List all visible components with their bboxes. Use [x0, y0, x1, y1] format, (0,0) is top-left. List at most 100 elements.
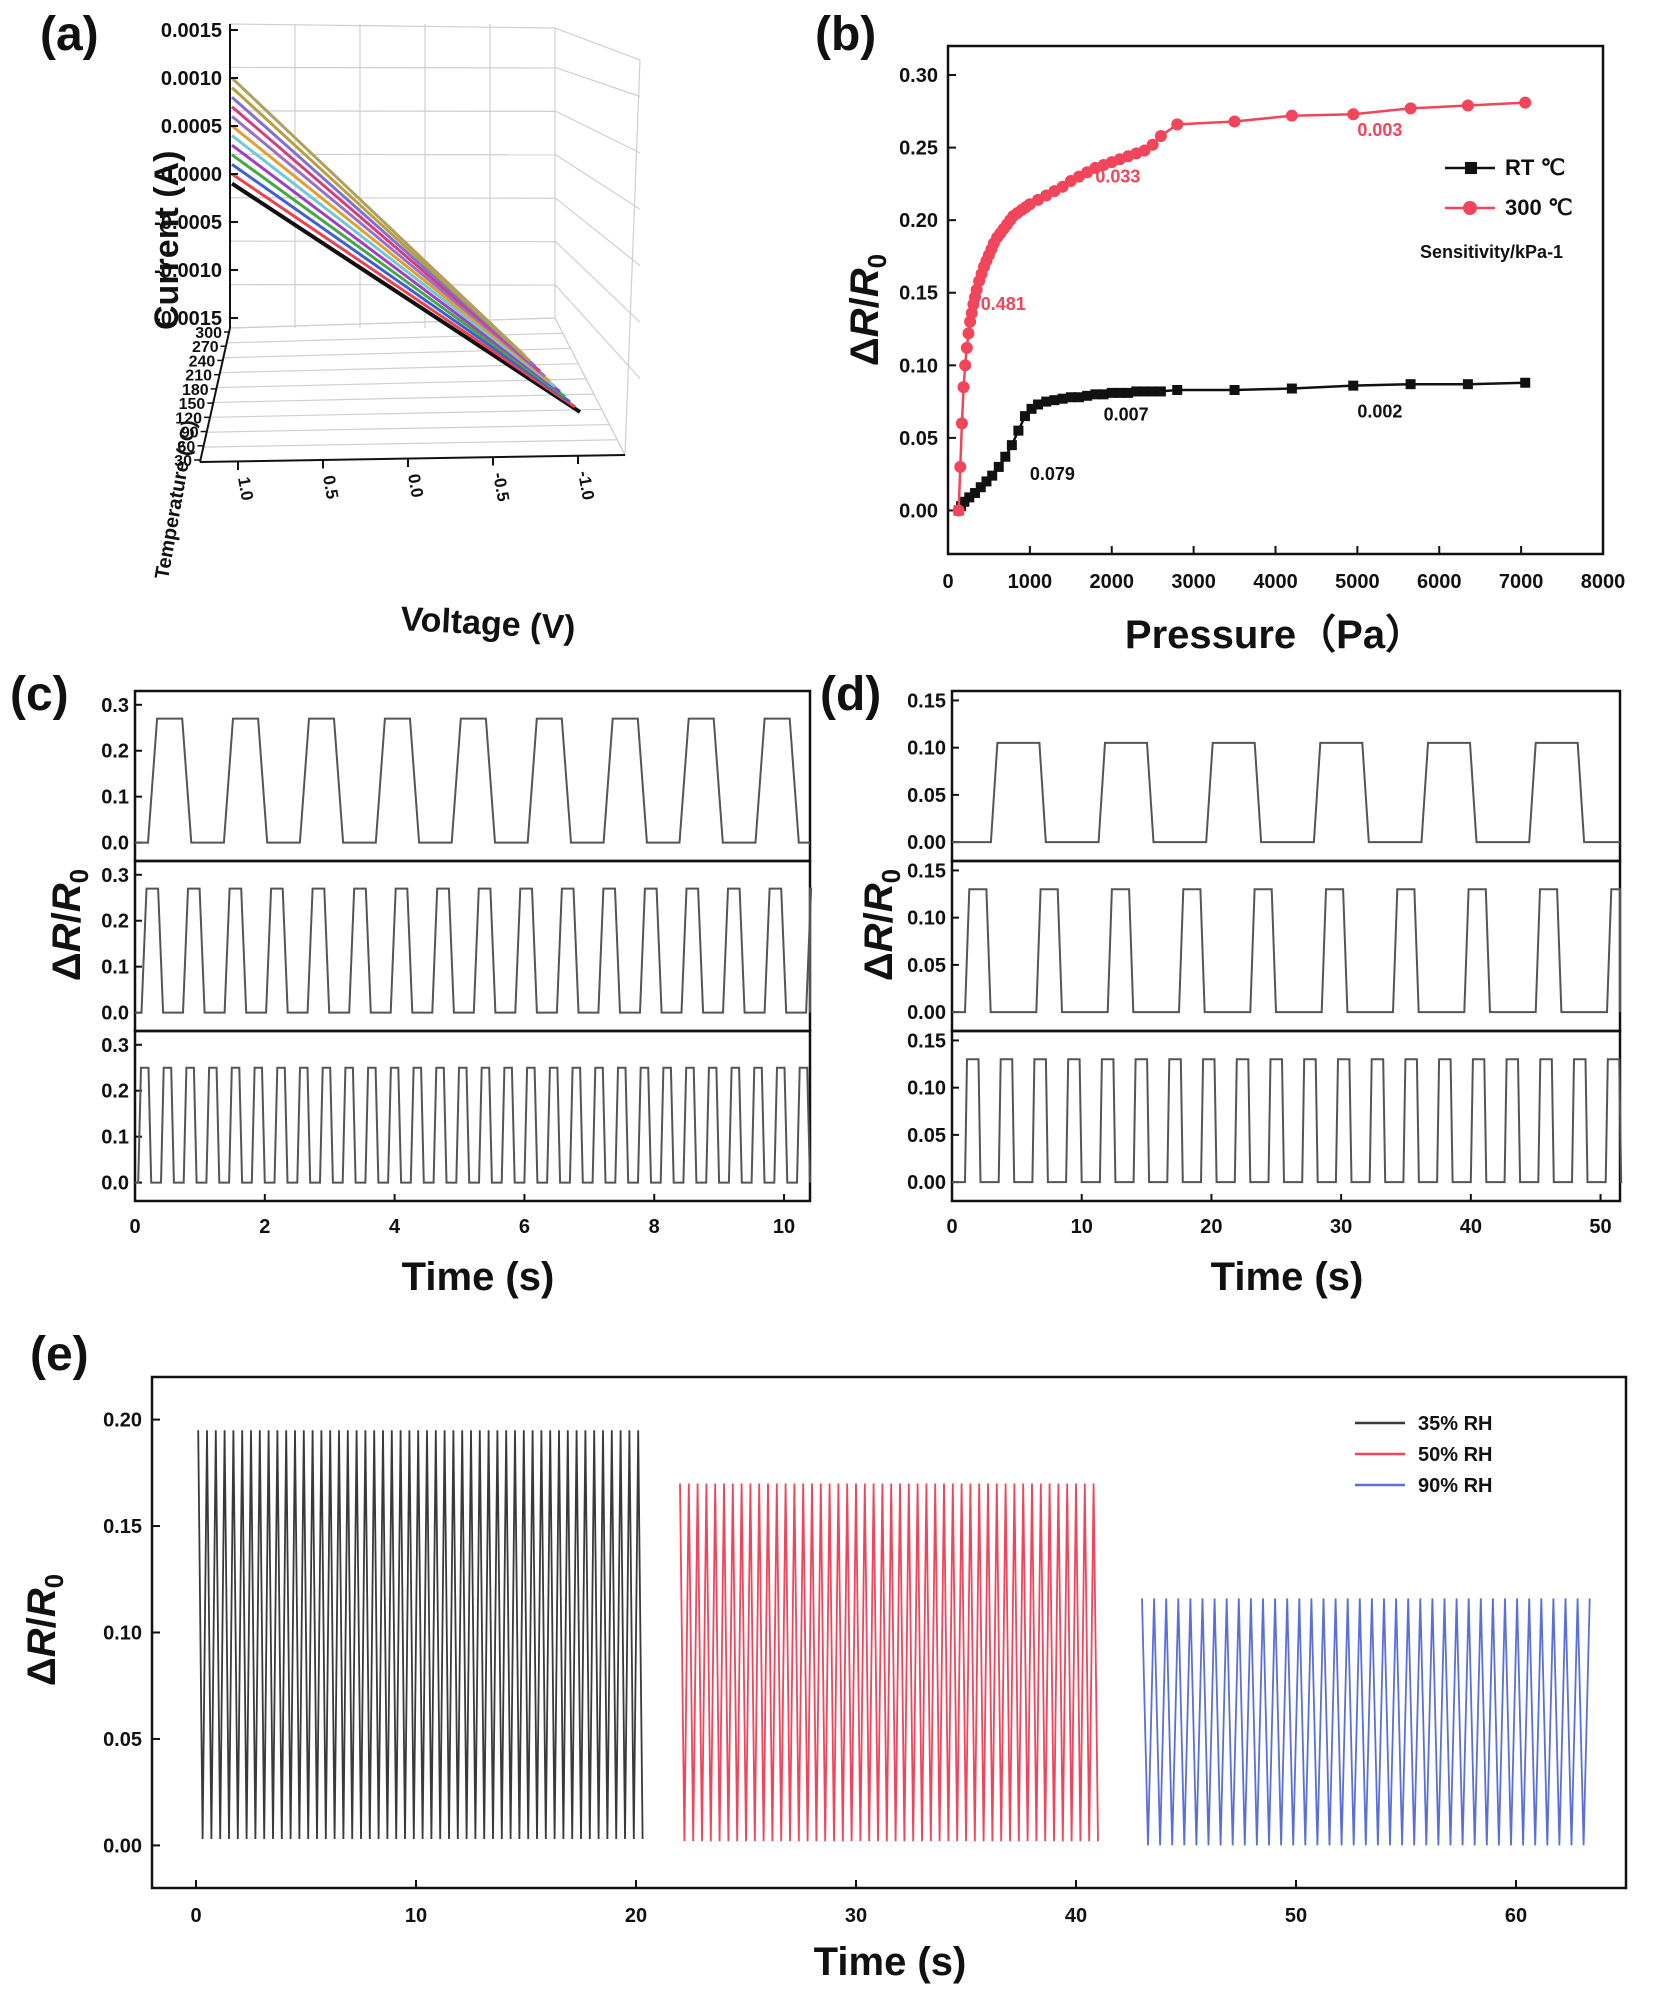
panel-e-y-tick-label: 0.15: [103, 1516, 142, 1538]
panel-a-iv-line: [231, 134, 556, 388]
panel-a-z-axis: [199, 327, 231, 463]
panel-b-rt-point: [1033, 399, 1044, 410]
panel-c-waveform: [135, 1066, 811, 1184]
panel-b-300c-point: [952, 504, 965, 517]
panel-c-subplot-frame: [133, 859, 812, 1033]
panel-b-label: (b): [815, 8, 876, 61]
panel-e-y-tick-label: 0.20: [103, 1410, 142, 1432]
panel-b-sensitivity-label: 0.481: [981, 294, 1026, 314]
panel-b-rt-point: [1074, 392, 1084, 403]
panel-b-y-tick-label: 0.25: [899, 138, 938, 160]
panel-a-gridline: [213, 393, 594, 404]
panel-c-subplot-frame: [133, 1029, 812, 1203]
panel-d-x-tick-label: 30: [1330, 1216, 1352, 1238]
panel-d-y-tick-label: 0.15: [907, 860, 946, 882]
panel-b-300c-point: [1347, 108, 1360, 121]
panel-d-subplot-frame: [950, 689, 1622, 863]
panel-b-sensitivity-label: 0.033: [1095, 166, 1140, 186]
panel-d-y-tick-label: 0.10: [907, 1078, 946, 1100]
panel-b-y-tick-label: 0.10: [899, 355, 938, 377]
panel-c-y-tick-label: 0.1: [101, 957, 129, 979]
panel-b-rt-point: [1006, 440, 1017, 451]
panel-e-x-tick-label: 50: [1285, 1905, 1307, 1927]
panel-a-gridline: [554, 284, 641, 379]
panel-b-300c-point: [1404, 102, 1417, 115]
panel-b-rt-point: [1172, 384, 1183, 395]
panel-b-rt-point: [981, 476, 992, 487]
panel-b-sensitivity-label: 0.003: [1357, 120, 1402, 140]
panel-d-x-tick-label: 20: [1200, 1216, 1222, 1238]
panel-b-x-tick-label: 8000: [1581, 571, 1626, 593]
panel-c-x-tick-label: 10: [773, 1216, 795, 1238]
panel-a-y-tick-label: 0.0005: [161, 116, 222, 138]
panel-a-x-tick-label: 0.0: [404, 472, 427, 499]
panel-b-rt-point: [1019, 411, 1030, 422]
panel-d-y-tick-label: 0.05: [907, 785, 946, 807]
panel-b-rt-point: [1049, 395, 1060, 406]
panel-b-rt-point: [1348, 380, 1359, 391]
panel-b-rt-point: [1057, 393, 1068, 404]
panel-a-gridline: [554, 66, 641, 97]
panel-a-gridline: [206, 423, 610, 433]
panel-b-rt-point: [1286, 383, 1297, 394]
panel-e-humidity-plot: (e) 0 10 20 30 40 50 60 0.00 0.05 0.10 0.15 0.20 35…: [20, 1328, 1628, 1984]
panel-a-iv-lines: [230, 76, 582, 414]
panel-e-legend-entry: 35% RH: [1418, 1413, 1492, 1435]
panel-b-300c-point: [1154, 129, 1167, 142]
panel-a-x-axis: [199, 454, 626, 463]
panel-d-waveform: [952, 741, 1620, 844]
panel-d-y-tick-label: 0.10: [907, 738, 946, 760]
panel-b-rt-point: [1147, 386, 1158, 397]
panel-a-iv-line: [231, 105, 541, 373]
panel-d-y-tick-label: 0.15: [907, 690, 946, 712]
panel-b-legend-marker: [1463, 201, 1477, 215]
panel-a-y-tick-label: 0.0015: [161, 20, 222, 42]
panel-a-gridline: [229, 197, 556, 199]
panel-a-iv-line: [230, 76, 527, 358]
panel-b-legend-title: Sensitivity/kPa-1: [1420, 242, 1563, 262]
panel-b-x-tick-label: 6000: [1417, 571, 1462, 593]
panel-b-y-tick-label: 0.05: [899, 428, 938, 450]
panel-b-legend-entry: 300 ℃: [1505, 195, 1573, 220]
panel-c-y-tick-label: 0.2: [101, 911, 129, 933]
panel-b-legend: Sensitivity/kPa-1 RT ℃ 300 ℃: [1420, 155, 1573, 262]
panel-e-legend-entry: 50% RH: [1418, 1444, 1492, 1466]
panel-d-subplot-frame: [950, 859, 1622, 1033]
panel-b-x-tick-label: 0: [942, 571, 953, 593]
panel-b-rt-point: [1462, 379, 1473, 390]
panel-e-x-tick-label: 10: [405, 1905, 427, 1927]
panel-c-x-tick-label: 6: [519, 1216, 530, 1238]
panel-b-series: [952, 96, 1532, 517]
panel-c-waveform: [135, 717, 810, 844]
panel-a-z-tick-label: 210: [185, 368, 212, 385]
panel-b-series-line: [957, 101, 1526, 511]
panel-b-axes: 0 1000 2000 3000 4000 5000 6000 7000 8000 0.00 0.0…: [899, 65, 1625, 593]
panel-b-300c-point: [955, 417, 968, 430]
panel-b-rt-point: [1229, 384, 1240, 395]
panel-a-z-tick-label: 90: [181, 425, 199, 442]
panel-d-x-tick-label: 10: [1071, 1216, 1093, 1238]
panel-e-y-tick-label: 0.00: [103, 1835, 142, 1857]
panel-b-annotations: 0.481 0.033 0.003 0.079 0.007 0.002: [981, 120, 1403, 484]
panel-d-label: (d): [820, 668, 881, 721]
panel-e-series-line: [679, 1483, 1099, 1842]
panel-b-rt-point: [1000, 451, 1011, 462]
panel-b-rt-point: [1026, 403, 1037, 414]
panel-a-gridline: [229, 110, 556, 112]
panel-a-iv-line: [231, 124, 551, 383]
panel-a-box-grid: [199, 23, 641, 463]
panel-a-x-tick-label: -1.0: [574, 469, 598, 501]
panel-e-x-tick-label: 20: [625, 1905, 647, 1927]
panel-b-x-tick-label: 2000: [1090, 571, 1135, 593]
panel-b-rt-point: [970, 488, 981, 499]
panel-e-legend: 35% RH 50% RH 90% RH: [1355, 1413, 1492, 1497]
panel-b-y-tick-label: 0.30: [899, 65, 938, 87]
panel-a-iv-line: [231, 144, 561, 393]
panel-a-back-planes: [229, 23, 641, 458]
panel-c-label: (c): [10, 668, 69, 721]
panel-b-rt-point: [1520, 377, 1531, 388]
panel-a-ylabel: Current (A): [148, 151, 186, 330]
panel-b-x-tick-label: 7000: [1499, 571, 1544, 593]
